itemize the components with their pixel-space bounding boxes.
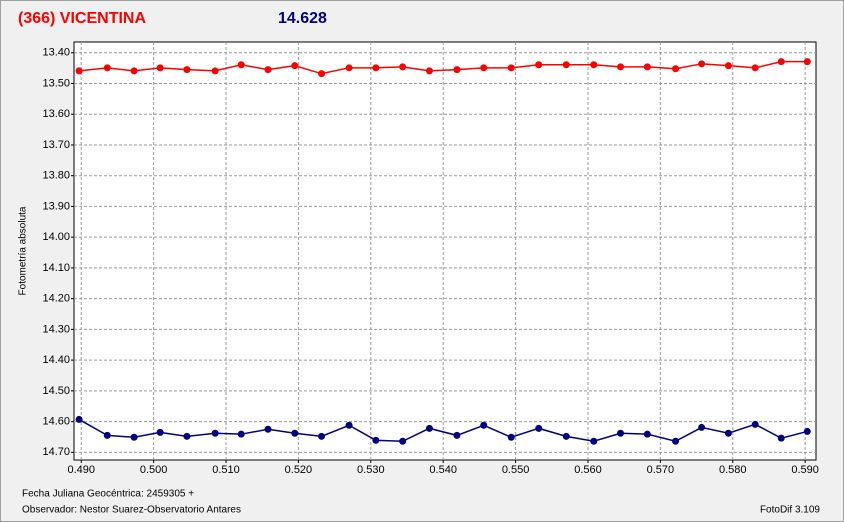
data-point (535, 424, 543, 432)
data-point (803, 58, 811, 66)
data-point (130, 67, 138, 75)
data-point (507, 64, 515, 72)
data-point (399, 63, 407, 71)
data-point (562, 432, 570, 440)
data-point (643, 63, 651, 71)
data-point (183, 66, 191, 74)
y-tick-label: 13.50 (42, 77, 70, 89)
data-point (156, 64, 164, 72)
chart-title: (366) VICENTINA (18, 10, 146, 27)
y-axis-label: Fotometría absoluta (18, 206, 29, 295)
data-point (617, 429, 625, 437)
x-tick-label: 0.590 (791, 464, 819, 476)
plot-area (73, 41, 817, 461)
data-point (372, 436, 380, 444)
data-point (803, 427, 811, 435)
y-tick-label: 14.10 (42, 262, 70, 274)
data-point (777, 58, 785, 66)
y-tick-label: 14.40 (42, 354, 70, 366)
data-point (318, 432, 326, 440)
y-tick-label: 14.20 (42, 293, 70, 305)
data-point (724, 62, 732, 70)
magnitude: 14.628 (278, 10, 327, 27)
data-point (751, 420, 759, 428)
observer: Observador: Nestor Suarez-Observatorio A… (22, 505, 241, 516)
y-tick-label: 14.30 (42, 323, 70, 335)
x-tick-label: 0.550 (502, 464, 530, 476)
data-point (183, 432, 191, 440)
data-point (425, 67, 433, 75)
series-line (78, 60, 808, 75)
x-axis-label: Fecha Juliana Geocéntrica: 2459305 + (22, 489, 194, 500)
x-tick-label: 0.580 (719, 464, 747, 476)
data-point (156, 428, 164, 436)
data-point (211, 429, 219, 437)
data-point (535, 61, 543, 69)
data-point (399, 437, 407, 445)
data-point (264, 66, 272, 74)
y-tick-label: 14.60 (42, 415, 70, 427)
x-tick-label: 0.510 (212, 464, 240, 476)
x-tick-label: 0.530 (357, 464, 385, 476)
data-point (103, 431, 111, 439)
x-tick-label: 0.500 (140, 464, 168, 476)
data-point (453, 66, 461, 74)
data-point (237, 430, 245, 438)
data-point (562, 61, 570, 69)
y-tick-label: 13.70 (42, 139, 70, 151)
data-point (480, 64, 488, 72)
data-point (264, 425, 272, 433)
data-point (698, 60, 706, 68)
data-point (617, 63, 625, 71)
data-point (480, 421, 488, 429)
x-tick-label: 0.560 (574, 464, 602, 476)
series-line (78, 418, 808, 443)
x-tick-label: 0.520 (285, 464, 313, 476)
data-point (590, 437, 598, 445)
data-point (345, 64, 353, 72)
data-point (698, 423, 706, 431)
y-tick-label: 13.90 (42, 200, 70, 212)
data-point (75, 67, 83, 75)
data-point (751, 64, 759, 72)
data-point (237, 61, 245, 69)
data-point (425, 424, 433, 432)
y-tick-label: 13.80 (42, 170, 70, 182)
data-point (672, 65, 680, 73)
data-point (672, 437, 680, 445)
data-point (103, 64, 111, 72)
data-point (318, 70, 326, 78)
data-point (590, 61, 598, 69)
y-tick-label: 13.40 (42, 47, 70, 59)
y-tick-label: 14.00 (42, 231, 70, 243)
data-point (777, 434, 785, 442)
data-point (130, 433, 138, 441)
data-point (291, 429, 299, 437)
data-point (372, 64, 380, 72)
data-point (291, 62, 299, 70)
data-point (643, 430, 651, 438)
x-tick-label: 0.540 (429, 464, 457, 476)
y-tick-label: 14.50 (42, 385, 70, 397)
x-tick-label: 0.490 (67, 464, 95, 476)
data-point (507, 433, 515, 441)
data-point (211, 67, 219, 75)
data-point (453, 431, 461, 439)
software: FotoDif 3.109 (760, 505, 820, 516)
data-point (345, 421, 353, 429)
x-tick-label: 0.570 (647, 464, 675, 476)
y-tick-label: 13.60 (42, 108, 70, 120)
data-point (75, 415, 83, 423)
y-tick-label: 14.70 (42, 446, 70, 458)
data-point (724, 429, 732, 437)
